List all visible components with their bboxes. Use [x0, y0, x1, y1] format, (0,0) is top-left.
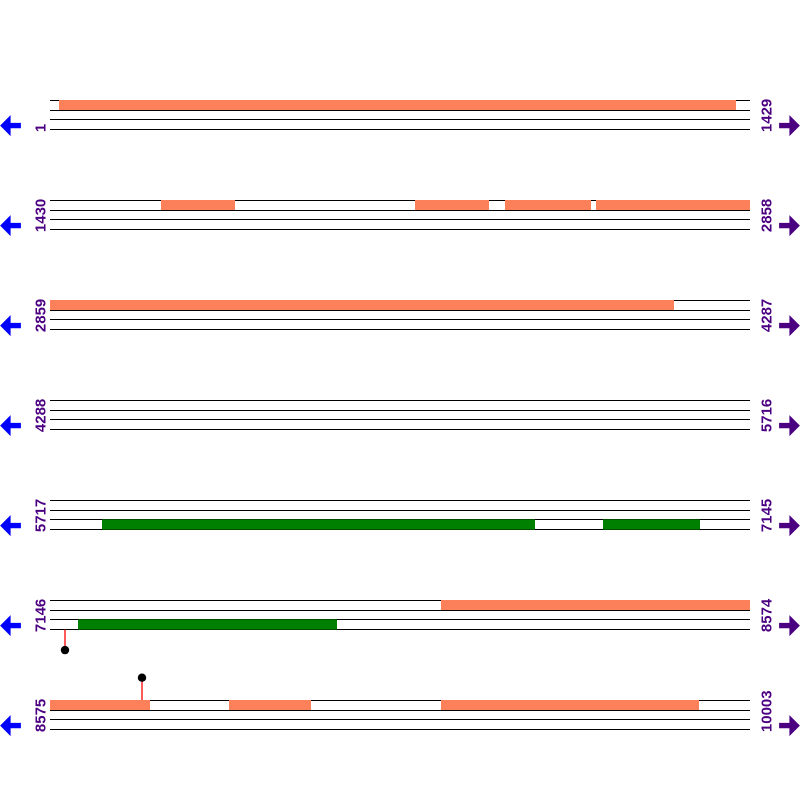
svg-text:1430: 1430 [33, 199, 50, 232]
svg-text:2858: 2858 [758, 199, 775, 232]
svg-text:5716: 5716 [758, 399, 775, 432]
svg-text:4287: 4287 [758, 299, 775, 332]
svg-text:7145: 7145 [758, 499, 775, 532]
svg-text:8574: 8574 [758, 598, 775, 632]
svg-text:1: 1 [33, 124, 50, 132]
svg-text:1429: 1429 [758, 99, 775, 132]
svg-text:4288: 4288 [33, 399, 50, 432]
svg-text:10003: 10003 [758, 690, 775, 732]
svg-text:5717: 5717 [33, 499, 50, 532]
svg-text:7146: 7146 [33, 599, 50, 632]
svg-text:8575: 8575 [33, 699, 50, 732]
svg-text:2859: 2859 [33, 299, 50, 332]
